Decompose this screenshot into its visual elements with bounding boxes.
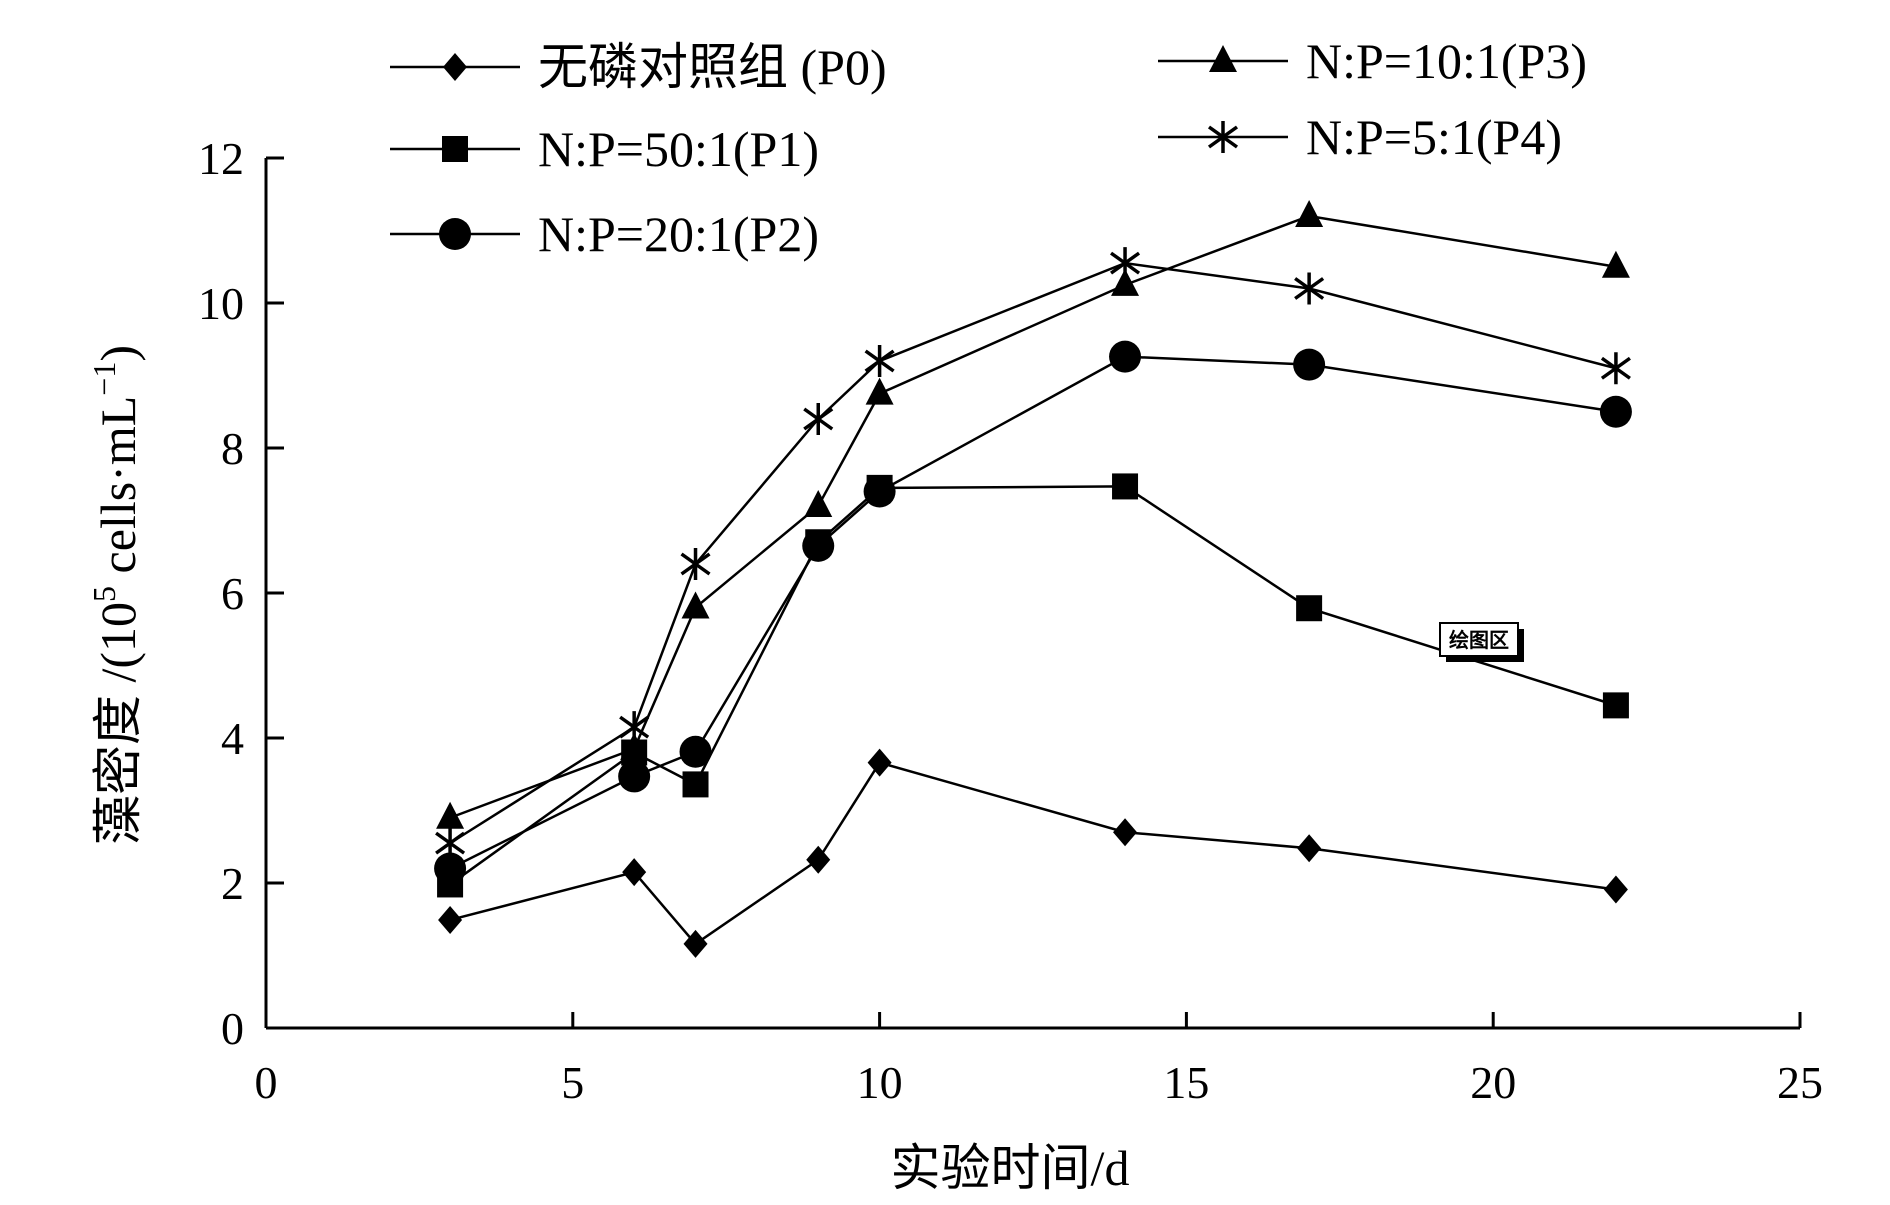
y-tick-label: 10	[198, 278, 244, 329]
data-point-diamond	[438, 905, 463, 934]
x-tick-label: 10	[857, 1057, 903, 1108]
data-point-square	[1602, 692, 1629, 719]
data-point-circle	[434, 852, 467, 885]
legend-marker-circle	[439, 218, 471, 250]
data-point-square	[1112, 473, 1139, 500]
series-markers	[434, 200, 1632, 958]
data-point-triangle	[681, 591, 710, 619]
x-tick-label: 0	[255, 1057, 278, 1108]
data-point-diamond	[622, 858, 647, 887]
data-point-asterisk	[435, 827, 466, 860]
data-point-diamond	[1603, 875, 1628, 904]
data-point-diamond	[867, 748, 892, 777]
legend-label: N:P=5:1(P4)	[1306, 109, 1562, 165]
y-tick-label: 4	[221, 713, 244, 764]
legend-item: 无磷对照组 (P0)	[390, 39, 887, 95]
legend-item: N:P=20:1(P2)	[390, 206, 819, 262]
data-point-circle	[863, 475, 896, 508]
x-tick-label: 20	[1470, 1057, 1516, 1108]
ticks: 0 5 10 15 20 25 0 2 4 6 8 10 12	[198, 133, 1823, 1108]
data-point-circle	[802, 529, 835, 562]
tooltip-text: 绘图区	[1449, 628, 1509, 652]
y-tick-label: 12	[198, 133, 244, 184]
data-point-circle	[1599, 395, 1632, 428]
legend-item: N:P=50:1(P1)	[390, 121, 819, 177]
data-point-asterisk	[803, 403, 834, 435]
series-line-4	[449, 261, 1617, 845]
x-axis-label: 实验时间/d	[891, 1140, 1130, 1196]
series-line-0	[449, 761, 1617, 946]
data-point-circle	[1109, 340, 1142, 373]
data-point-triangle	[804, 490, 833, 517]
data-point-triangle	[436, 801, 465, 829]
y-axis-label: 藻密度 /(105 cells·mL−1)	[86, 345, 146, 845]
legend-marker-triangle	[1209, 45, 1237, 72]
legend-label: N:P=20:1(P2)	[538, 206, 819, 262]
x-tick-label: 25	[1777, 1057, 1823, 1108]
legend-marker-diamond	[443, 53, 467, 81]
axes	[264, 158, 1800, 1030]
series-line-2	[449, 355, 1617, 870]
data-point-asterisk	[864, 345, 895, 377]
y-tick-label: 8	[221, 423, 244, 474]
data-point-asterisk	[619, 711, 650, 744]
legend-item: N:P=5:1(P4)	[1158, 109, 1562, 165]
data-point-asterisk	[1600, 352, 1631, 385]
data-point-circle	[1293, 348, 1326, 381]
data-point-triangle	[620, 732, 649, 760]
data-point-triangle	[865, 377, 894, 405]
legend-item: N:P=10:1(P3)	[1158, 33, 1587, 89]
x-tick-label: 5	[561, 1057, 584, 1108]
legend-label: N:P=50:1(P1)	[538, 121, 819, 177]
y-tick-label: 6	[221, 568, 244, 619]
data-point-circle	[679, 735, 712, 768]
plot-area-tooltip: 绘图区	[1439, 622, 1524, 662]
series-line-3	[449, 214, 1617, 819]
y-tick-label: 0	[221, 1003, 244, 1054]
data-point-diamond	[806, 845, 831, 874]
legend: 无磷对照组 (P0) N:P=50:1(P1) N:P=20:1(P2) N:P=10…	[390, 33, 1587, 262]
legend-label: N:P=10:1(P3)	[1306, 33, 1587, 89]
data-point-triangle	[1111, 268, 1140, 296]
x-tick-label: 15	[1163, 1057, 1209, 1108]
data-point-triangle	[1601, 250, 1630, 278]
y-tick-label: 2	[221, 858, 244, 909]
legend-label: 无磷对照组 (P0)	[538, 39, 887, 95]
series-lines	[449, 214, 1617, 946]
series-line-1	[449, 485, 1617, 886]
data-point-triangle	[1295, 200, 1324, 227]
data-point-square	[1296, 595, 1323, 622]
data-point-diamond	[1297, 834, 1322, 863]
data-point-diamond	[683, 929, 708, 958]
data-point-asterisk	[1294, 272, 1325, 305]
legend-marker-square	[442, 136, 468, 162]
data-point-asterisk	[1110, 247, 1141, 280]
data-point-asterisk	[680, 548, 711, 580]
legend-marker-asterisk	[1207, 121, 1239, 153]
data-point-circle	[618, 760, 651, 793]
data-point-square	[682, 771, 709, 798]
data-point-diamond	[1113, 818, 1138, 847]
